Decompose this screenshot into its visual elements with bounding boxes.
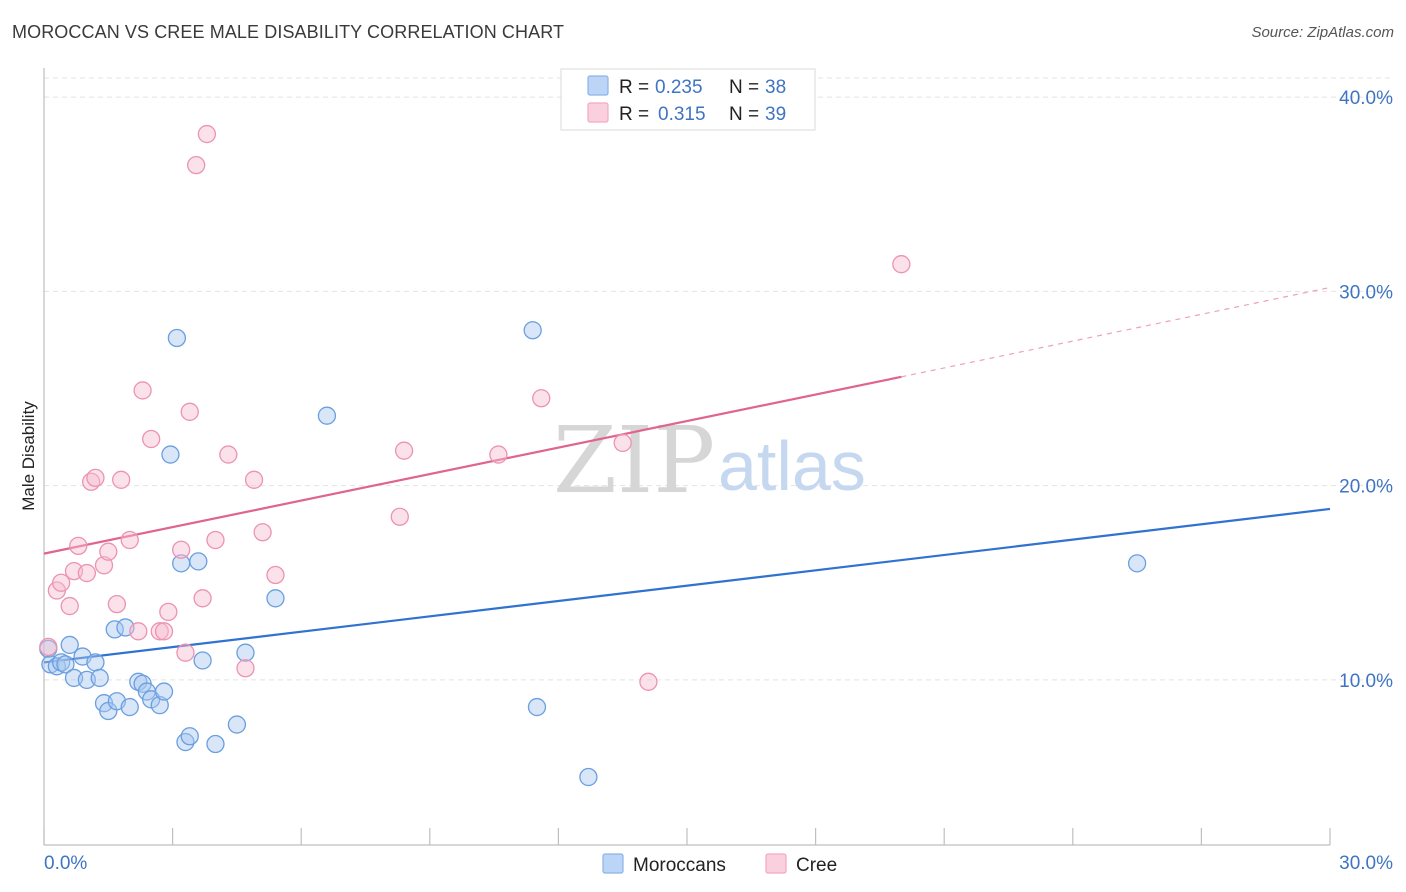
point-cree-11	[107, 594, 127, 614]
point-moroccans-4	[56, 655, 75, 674]
point-cree-12	[112, 470, 131, 489]
point-moroccans-9	[86, 653, 105, 672]
point-cree-6	[77, 563, 97, 583]
point-cree-37	[639, 672, 658, 691]
source-label: Source: ZipAtlas.com	[1251, 24, 1394, 41]
point-moroccans-23	[161, 445, 180, 464]
point-cree-25	[197, 124, 217, 144]
trendline-moroccans	[43, 507, 1331, 664]
point-cree-15	[133, 381, 152, 400]
trend-lines	[43, 286, 1331, 664]
bottom-legend-swatch-cree	[765, 853, 787, 874]
legend-n-label-moroccans: N =	[729, 77, 759, 98]
legend-r-label-cree: R =	[619, 104, 649, 125]
legend-r-value-cree: 0.315	[658, 104, 706, 125]
point-cree-30	[253, 523, 272, 542]
point-moroccans-36	[527, 697, 547, 717]
watermark-atlas: atlas	[718, 427, 866, 505]
point-cree-0	[39, 637, 58, 657]
point-moroccans-32	[236, 643, 255, 662]
point-moroccans-37	[579, 767, 598, 787]
point-cree-24	[193, 589, 212, 608]
watermark: ZIP atlas	[553, 407, 866, 514]
point-cree-10	[99, 542, 118, 561]
point-cree-34	[489, 445, 508, 464]
point-cree-8	[86, 468, 105, 488]
series-moroccans	[39, 321, 1147, 787]
bottom-legend-label-moroccans: Moroccans	[633, 855, 726, 876]
y-tick-label-30: 30.0%	[1339, 282, 1393, 303]
point-cree-19	[159, 602, 178, 622]
legend-n-label-cree: N =	[729, 104, 759, 125]
point-cree-27	[219, 445, 238, 464]
legend-n-value-moroccans: 38	[765, 77, 786, 98]
point-moroccans-29	[193, 651, 212, 670]
point-moroccans-21	[150, 695, 169, 715]
series-cree	[39, 124, 911, 691]
legend-swatch-cree	[587, 102, 609, 123]
y-tick-label-40: 40.0%	[1339, 88, 1393, 109]
gridlines	[44, 77, 1392, 681]
y-tick-label-20: 20.0%	[1339, 477, 1393, 498]
point-cree-16	[142, 429, 161, 449]
point-moroccans-5	[60, 635, 79, 655]
point-cree-17	[150, 622, 169, 641]
point-cree-32	[390, 507, 409, 526]
point-cree-18	[154, 622, 174, 641]
point-cree-3	[60, 596, 79, 616]
point-cree-29	[244, 470, 264, 489]
point-cree-5	[69, 536, 88, 556]
point-cree-23	[187, 155, 206, 175]
point-moroccans-22	[154, 682, 174, 701]
x-tick-label-max: 30.0%	[1339, 853, 1393, 874]
point-moroccans-31	[227, 715, 247, 734]
bottom-legend: Moroccans Cree	[602, 853, 837, 876]
point-moroccans-27	[180, 727, 199, 746]
point-moroccans-28	[189, 552, 208, 571]
point-cree-9	[94, 556, 114, 575]
legend-swatch-moroccans	[587, 75, 609, 96]
point-moroccans-10	[90, 668, 109, 688]
legend-box: R = 0.235 N = 38 R = 0.315 N = 39	[560, 68, 816, 131]
chart-title: MOROCCAN VS CREE MALE DISABILITY CORRELA…	[12, 22, 565, 42]
point-moroccans-33	[266, 589, 285, 608]
y-tick-label-10: 10.0%	[1339, 671, 1393, 692]
point-cree-31	[266, 565, 285, 585]
point-cree-14	[129, 622, 148, 641]
legend-r-value-moroccans: 0.235	[655, 77, 703, 98]
point-cree-33	[394, 441, 414, 460]
point-cree-20	[172, 540, 191, 559]
point-cree-2	[51, 573, 71, 592]
point-moroccans-24	[167, 328, 187, 348]
point-cree-28	[236, 659, 255, 678]
point-moroccans-35	[523, 321, 542, 340]
point-cree-21	[176, 643, 195, 662]
legend-n-value-cree: 39	[765, 104, 786, 125]
trendline-cree	[43, 375, 902, 555]
point-cree-36	[613, 433, 632, 453]
bottom-legend-swatch-moroccans	[602, 853, 624, 874]
y-axis-label: Male Disability	[19, 401, 38, 511]
point-cree-26	[206, 530, 225, 550]
x-tick-marks	[43, 828, 1331, 845]
bottom-legend-label-cree: Cree	[796, 855, 837, 876]
point-moroccans-38	[1127, 554, 1147, 573]
legend-r-label-moroccans: R =	[619, 77, 649, 98]
trendline-cree-extension	[901, 286, 1331, 378]
point-cree-35	[532, 389, 551, 408]
point-moroccans-34	[317, 406, 337, 425]
point-cree-13	[120, 530, 139, 550]
point-cree-38	[892, 255, 911, 274]
point-moroccans-30	[206, 734, 225, 754]
x-tick-label-min: 0.0%	[44, 853, 87, 874]
y-tick-labels: 10.0% 20.0% 30.0% 40.0%	[1339, 88, 1393, 692]
watermark-zip: ZIP	[553, 407, 715, 514]
point-cree-22	[180, 402, 199, 421]
point-moroccans-16	[120, 697, 139, 717]
